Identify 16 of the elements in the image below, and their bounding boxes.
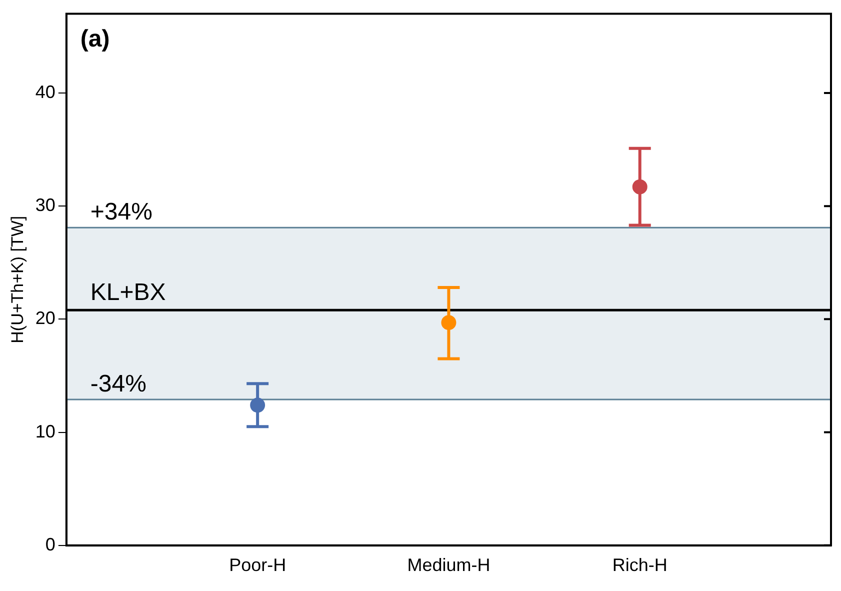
point (250, 398, 266, 413)
x-tick-label: Rich-H (612, 555, 668, 576)
y-tick-label: 30 (35, 195, 56, 216)
y-tick-label: 10 (35, 421, 56, 442)
y-tick-label: 40 (35, 82, 56, 102)
annotation: +34% (90, 198, 152, 226)
point (441, 315, 456, 330)
annotation: (a) (80, 25, 110, 52)
annotation: -34% (90, 370, 146, 398)
y-tick-label: 20 (35, 308, 56, 328)
x-tick-label: Poor-H (229, 555, 286, 576)
ref-line-label: KL+BX (90, 279, 166, 306)
y-tick-label: 0 (45, 534, 56, 554)
x-tick-label: Medium-H (407, 555, 490, 576)
y-axis-title: H(U+Th+K) [TW] (8, 216, 27, 344)
point (632, 179, 648, 194)
